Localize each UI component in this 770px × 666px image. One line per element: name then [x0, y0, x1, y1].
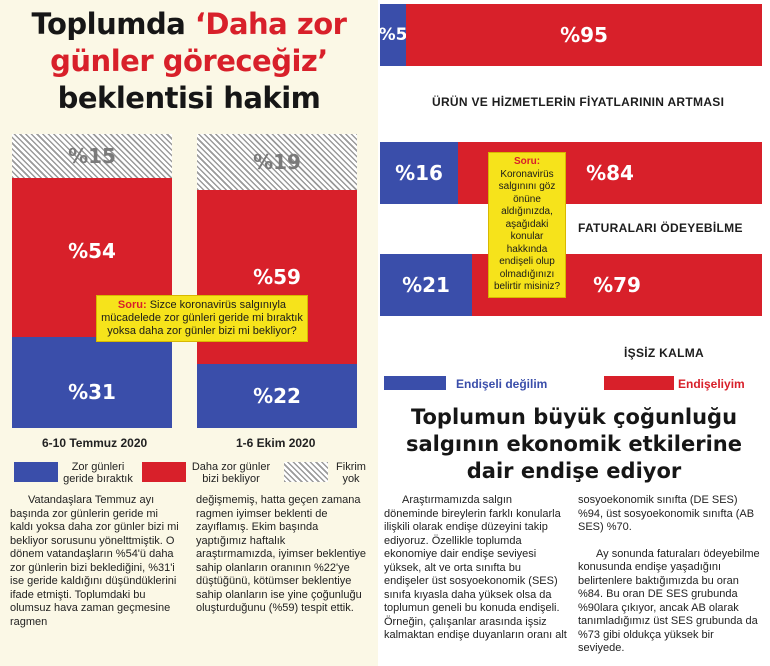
legend-swatch-worried: [604, 376, 674, 390]
headline-part-4: beklentisi hakim: [57, 81, 321, 115]
left-body-col2: değişmemiş, hatta geçen zamana ragmen iy…: [196, 494, 366, 614]
question-callout-right: Soru: Koronavirüs salgınını göz önüne al…: [488, 152, 566, 298]
question-label: Soru:: [117, 299, 147, 311]
right-body-col2: sosyoekonomik sınıfta (DE SES) %94, üst …: [578, 494, 762, 656]
question-callout-left: Soru: Sizce koronavirüs salgınıyla mücad…: [96, 295, 308, 342]
hbar-bills: %16 %84: [380, 142, 762, 204]
bar-october-no-opinion: %19: [197, 134, 357, 190]
legend-swatch-behind: [14, 462, 58, 482]
bar-july-no-opinion: %15: [12, 134, 172, 178]
headline-part-1: Toplumda: [31, 7, 195, 41]
hbar-prices: %5 %95: [379, 4, 762, 66]
right-headline-line1: Toplumun büyük çoğunluğu: [410, 405, 738, 429]
hbar-bills-not-worried: %16: [380, 142, 458, 204]
question-right-text: Koronavirüs salgınını göz önüne aldığını…: [493, 168, 561, 293]
legend-not-worried: Endişeli değilim: [456, 377, 548, 391]
question-text: Sizce koronavirüs salgınıyla mücadelede …: [101, 299, 303, 337]
hbar-prices-not-worried: %5: [379, 4, 407, 66]
right-panel: %5 %95 ÜRÜN VE HİZMETLERİN FİYATLARININ …: [378, 0, 770, 666]
right-body-col2-para1: sosyoekonomik sınıfta (DE SES) %94, üst …: [578, 494, 755, 533]
hbar-unemployment-label: İŞSİZ KALMA: [624, 346, 704, 360]
right-body-col1: Araştırmamızda salgın döneminde bireyler…: [384, 494, 567, 641]
left-headline: Toplumda ‘Daha zor günler göreceğiz’ bek…: [0, 6, 378, 117]
date-july: 6-10 Temmuz 2020: [42, 436, 148, 450]
legend-no-opinion: Fikrim yok: [336, 461, 366, 485]
hbar-unemployment: %21 %79: [380, 254, 762, 316]
bar-july-harder: %54: [12, 178, 172, 337]
legend-worried: Endişeliyim: [678, 377, 745, 391]
bar-july-behind: %31: [12, 337, 172, 428]
right-headline-line3: dair endişe ediyor: [466, 459, 682, 483]
bar-october-behind: %22: [197, 364, 357, 428]
hbar-unemployment-not-worried: %21: [380, 254, 472, 316]
stacked-bar-july: %15 %54 %31: [12, 134, 172, 428]
date-october: 1-6 Ekim 2020: [236, 436, 316, 450]
legend-swatch-no-opinion: [284, 462, 328, 482]
hbar-prices-worried: %95: [406, 4, 762, 66]
headline-part-3: günler göreceğiz’: [50, 44, 328, 78]
stacked-bar-october: %19 %59 %22: [197, 134, 357, 428]
left-panel: Toplumda ‘Daha zor günler göreceğiz’ bek…: [0, 0, 378, 666]
legend-swatch-harder: [142, 462, 186, 482]
legend-harder: Daha zor günler bizi bekliyor: [191, 461, 271, 485]
right-body-col2-para2: Ay sonunda faturaları ödeyebilme konusun…: [578, 547, 760, 655]
hbar-prices-label: ÜRÜN VE HİZMETLERİN FİYATLARININ ARTMASI: [432, 95, 725, 109]
question-right-label: Soru:: [513, 156, 541, 167]
legend-swatch-not-worried: [384, 376, 446, 390]
right-headline: Toplumun büyük çoğunluğu salgının ekonom…: [378, 404, 770, 485]
headline-part-2: ‘Daha zor: [194, 7, 347, 41]
right-headline-line2: salgının ekonomik etkilerine: [406, 432, 742, 456]
hbar-bills-label: FATURALARI ÖDEYEBİLME: [578, 221, 743, 235]
left-body-col1: Vatandaşlara Temmuz ayı başında zor günl…: [10, 494, 179, 628]
legend-behind: Zor günleri geride bıraktık: [63, 461, 133, 485]
